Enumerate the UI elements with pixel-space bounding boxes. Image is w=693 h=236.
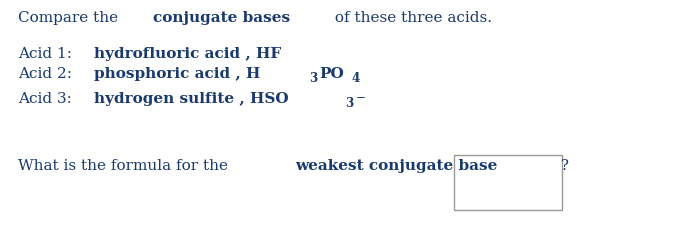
Text: 3: 3 (345, 97, 353, 110)
Text: weakest conjugate base: weakest conjugate base (295, 159, 498, 173)
Text: conjugate bases: conjugate bases (153, 11, 290, 25)
Text: What is the formula for the: What is the formula for the (18, 159, 233, 173)
Text: Acid 2:: Acid 2: (18, 67, 77, 81)
Bar (454, 155, 562, 210)
Text: 4: 4 (351, 72, 360, 85)
Text: hydrofluoric acid , HF: hydrofluoric acid , HF (94, 47, 281, 61)
Text: Compare the: Compare the (18, 11, 123, 25)
Text: PO: PO (319, 67, 344, 81)
Text: ?: ? (556, 159, 570, 173)
Text: Acid 1:: Acid 1: (18, 47, 77, 61)
Text: 3: 3 (308, 72, 317, 85)
Text: −: − (356, 90, 366, 103)
Text: phosphoric acid , H: phosphoric acid , H (94, 67, 261, 81)
Text: Acid 3:: Acid 3: (18, 92, 77, 106)
Text: hydrogen sulfite , HSO: hydrogen sulfite , HSO (94, 92, 288, 106)
Text: of these three acids.: of these three acids. (331, 11, 493, 25)
